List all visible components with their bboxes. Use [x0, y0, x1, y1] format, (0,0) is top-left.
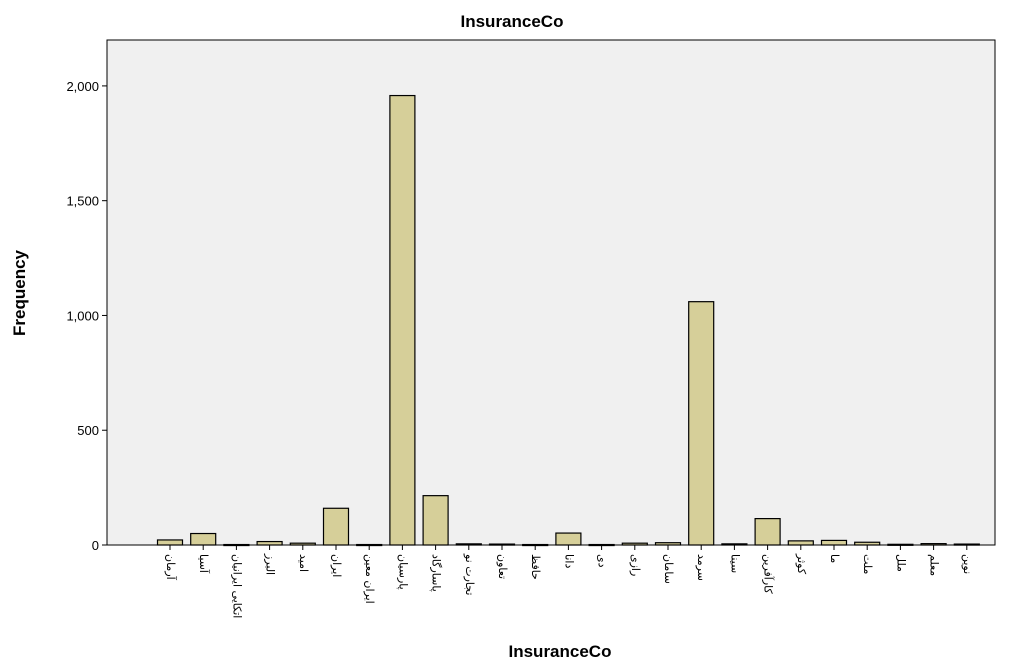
bar [422, 495, 449, 546]
x-tick-label: کوثر [795, 553, 808, 575]
plot-area [106, 39, 996, 546]
x-tick-label: آسیا [197, 554, 211, 574]
x-axis-label: InsuranceCo [509, 642, 612, 661]
x-tick-label: حافظ [529, 554, 542, 580]
x-tick-label: ملل [894, 554, 907, 572]
x-tick-label: تعاون [496, 554, 509, 579]
bar [455, 543, 482, 546]
chart-title: InsuranceCo [461, 12, 564, 31]
y-axis-label: Frequency [10, 249, 29, 336]
bar [389, 94, 416, 546]
bar [256, 540, 283, 546]
x-tick-label: تجارت نو [463, 553, 476, 595]
bar [721, 543, 748, 546]
bar [190, 532, 217, 546]
x-tick-label: سینا [728, 554, 741, 573]
bar [555, 532, 582, 546]
bar [754, 518, 781, 546]
bar [621, 542, 648, 546]
bar [156, 539, 184, 546]
x-tick-label: سامان [662, 554, 675, 584]
x-tick-label: کارآفرین [762, 554, 776, 594]
y-tick-label: 0 [92, 538, 99, 553]
y-tick-label: 1,500 [66, 194, 99, 209]
bar [854, 541, 881, 546]
bar [820, 539, 848, 546]
x-tick-labels: آرمان آسیا اتکایی ایرانیان البرز امید ایران ای… [164, 545, 974, 618]
bar [688, 301, 715, 546]
bars-group [156, 94, 980, 547]
x-tick-label: سرمد [695, 554, 708, 581]
x-tick-label: رازی [629, 554, 642, 576]
x-tick-label: ایران معین [363, 554, 376, 604]
bar [322, 507, 350, 546]
y-axis: 0 500 1,000 1,500 2,000 [66, 79, 107, 553]
x-tick-label: دی [596, 554, 609, 568]
x-tick-label: ما [828, 554, 841, 563]
x-tick-label: امید [297, 554, 310, 572]
bar [953, 543, 980, 546]
x-tick-label: نوین [961, 554, 974, 574]
x-tick-label: ملت [861, 554, 874, 574]
x-tick-label: معلم [928, 554, 941, 576]
bar [920, 543, 947, 546]
y-tick-label: 2,000 [66, 79, 99, 94]
x-tick-label: ایران [330, 554, 343, 577]
x-tick-label: اتکایی ایرانیان [230, 554, 243, 618]
bar [654, 542, 682, 546]
x-tick-label: البرز [264, 553, 277, 575]
x-tick-label: دانا [562, 554, 575, 568]
x-tick-label: پارسیان [396, 554, 409, 590]
x-tick-label: آرمان [164, 554, 178, 581]
bar [289, 542, 316, 546]
y-tick-label: 1,000 [66, 308, 99, 323]
y-tick-label: 500 [77, 423, 99, 438]
bar [488, 543, 516, 546]
x-tick-label: پاسارگاد [430, 554, 443, 592]
bar [787, 540, 814, 546]
